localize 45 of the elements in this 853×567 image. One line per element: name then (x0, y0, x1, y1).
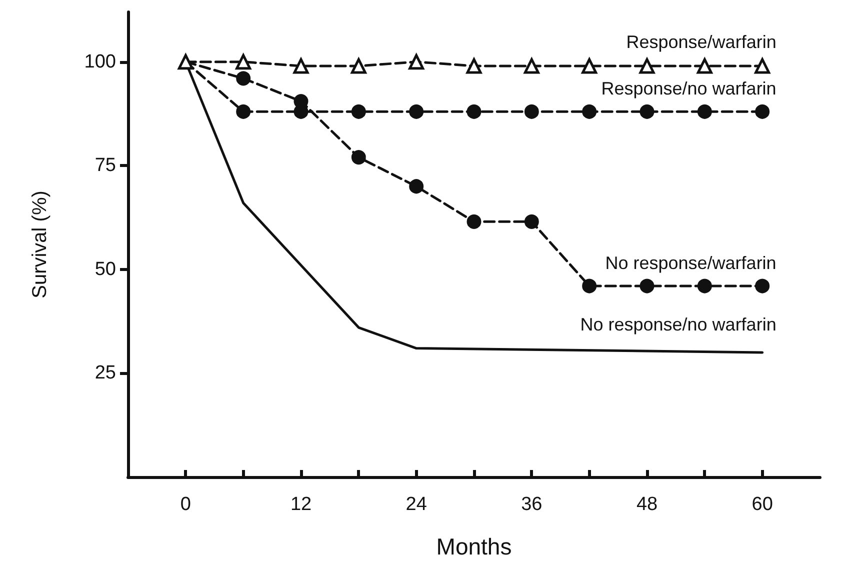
point (466, 104, 482, 119)
series-label: Response/no warfarin (601, 78, 776, 98)
series-label: Response/warfarin (626, 32, 776, 52)
point (639, 58, 655, 74)
point (582, 278, 597, 294)
x-tick-label: 0 (180, 494, 191, 515)
point (466, 214, 482, 229)
point (351, 104, 366, 119)
point (236, 104, 251, 119)
point (696, 58, 712, 74)
point (408, 54, 424, 70)
point (236, 54, 252, 70)
point (582, 58, 598, 74)
point (236, 71, 251, 86)
point (466, 58, 482, 74)
point (293, 58, 309, 74)
x-tick-label: 36 (521, 494, 542, 515)
point (409, 179, 424, 194)
point (640, 278, 654, 294)
point (582, 104, 597, 119)
y-tick-label: 75 (94, 155, 116, 176)
point (524, 214, 539, 229)
point (178, 54, 194, 70)
series-label: No response/warfarin (605, 252, 776, 273)
y-tick-label: 50 (94, 258, 116, 280)
point (524, 58, 540, 74)
y-tick-label: 100 (84, 51, 116, 72)
point (350, 58, 366, 74)
point (640, 104, 654, 119)
x-tick-label: 48 (636, 494, 658, 515)
point (755, 104, 770, 119)
point (697, 104, 712, 119)
x-axis-title: Months (436, 534, 512, 560)
point (524, 104, 539, 119)
point (754, 58, 770, 74)
x-tick-label: 12 (290, 494, 312, 515)
series-label: No response/no warfarin (580, 314, 776, 334)
point (351, 150, 366, 165)
point (755, 278, 770, 294)
y-axis-title: Survival (%) (29, 190, 51, 298)
point (409, 104, 424, 119)
x-tick-label: 24 (406, 494, 428, 515)
x-tick-label: 60 (752, 494, 773, 515)
y-tick-label: 25 (94, 362, 116, 384)
point (697, 278, 712, 294)
